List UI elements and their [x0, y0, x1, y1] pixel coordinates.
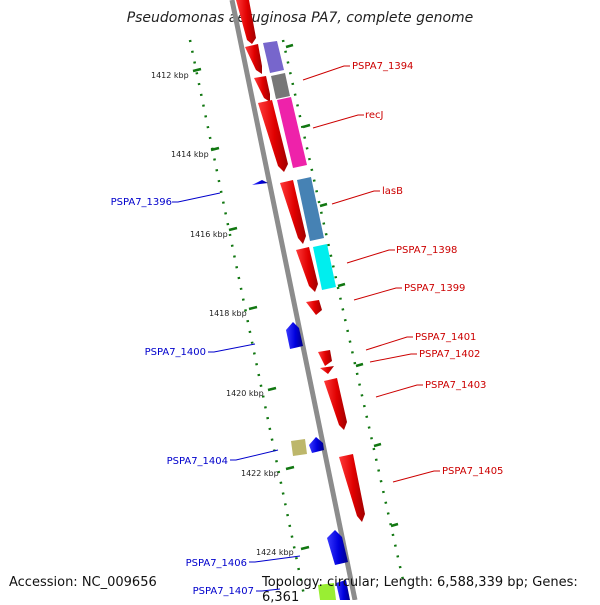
gene-arrow: [280, 180, 306, 244]
gene-arrow: [309, 437, 324, 453]
feature-block-cyan: [313, 244, 336, 290]
feature-block-khaki: [291, 439, 307, 456]
gene-arrow: [245, 44, 262, 74]
ruler-label: 1418 kbp: [209, 309, 247, 318]
ruler-label: 1416 kbp: [190, 230, 228, 239]
gene-label-pspa7-1406: PSPA7_1406: [186, 558, 247, 569]
genome-summary-text: Topology: circular; Length: 6,588,339 bp…: [262, 575, 578, 605]
gene-arrow: [296, 247, 318, 292]
gene-label-pspa7-1405: PSPA7_1405: [442, 466, 503, 477]
label-leaders: [172, 65, 440, 592]
feature-block-purple: [263, 41, 284, 73]
gene-arrow: [286, 322, 303, 349]
gene-label-pspa7-1404: PSPA7_1404: [167, 456, 228, 467]
gene-arrow: [252, 180, 268, 185]
ruler-label: 1412 kbp: [151, 71, 189, 80]
reverse-genes: [252, 180, 350, 600]
ruler-label: 1414 kbp: [171, 150, 209, 159]
gene-label-pspa7-1403: PSPA7_1403: [425, 380, 486, 391]
accession-text: Accession: NC_009656: [9, 575, 157, 590]
gene-label-pspa7-1394: PSPA7_1394: [352, 61, 413, 72]
gene-label-pspa7-1398: PSPA7_1398: [396, 245, 457, 256]
tick-tracks: [188, 39, 405, 600]
gene-arrow: [318, 350, 332, 366]
gene-arrow: [339, 454, 365, 522]
gene-arrow: [254, 76, 270, 102]
gene-labels: PSPA7_1394 recJ lasB PSPA7_1396 PSPA7_13…: [111, 61, 504, 597]
gene-label-pspa7-1396: PSPA7_1396: [111, 197, 172, 208]
gene-arrow: [324, 378, 347, 430]
map-title: Pseudomonas aeruginosa PA7, complete gen…: [126, 10, 474, 26]
gene-arrow: [306, 300, 322, 315]
ruler-label: 1424 kbp: [256, 548, 294, 557]
ruler-labels: 1412 kbp 1414 kbp 1416 kbp 1418 kbp 1420…: [151, 71, 294, 557]
gene-arrow: [236, 0, 256, 44]
feature-blocks: [263, 41, 336, 600]
gene-label-pspa7-1407: PSPA7_1407: [193, 586, 254, 597]
gene-label-pspa7-1400: PSPA7_1400: [145, 347, 206, 358]
ruler-label: 1422 kbp: [241, 469, 279, 478]
gene-arrow: [320, 366, 334, 374]
genome-backbone: [229, 0, 358, 600]
gene-arrow: [327, 530, 348, 565]
gene-label-recj: recJ: [365, 110, 384, 121]
ruler-label: 1420 kbp: [226, 389, 264, 398]
feature-block-magenta: [277, 97, 307, 168]
gene-arrow: [336, 580, 350, 600]
forward-genes: [236, 0, 365, 522]
feature-block-lime: [318, 583, 336, 600]
ruler-ticks: [192, 43, 399, 551]
gene-arrow: [258, 100, 288, 172]
feature-block-gray: [271, 73, 290, 99]
feature-block-steelblue: [297, 177, 324, 241]
gene-label-pspa7-1402: PSPA7_1402: [419, 349, 480, 360]
gene-label-pspa7-1401: PSPA7_1401: [415, 332, 476, 343]
gene-label-pspa7-1399: PSPA7_1399: [404, 283, 465, 294]
gene-label-lasb: lasB: [382, 186, 403, 197]
